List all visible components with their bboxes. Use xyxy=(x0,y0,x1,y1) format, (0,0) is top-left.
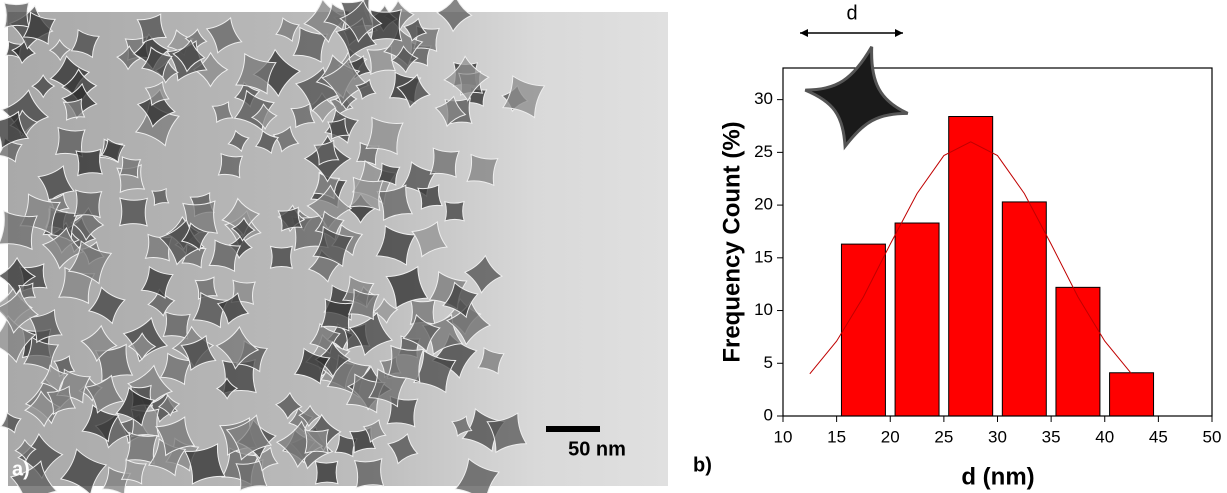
plot: 10 15 20 25 30 35 40 45 50 0 5 10 15 20 25 30 xyxy=(754,68,1221,446)
y-tick-label: 30 xyxy=(754,89,773,108)
scale-bar-label: 50 nm xyxy=(568,438,626,460)
bar xyxy=(1002,202,1046,416)
tem-image xyxy=(0,0,668,493)
bar xyxy=(841,244,885,416)
y-tick-label: 25 xyxy=(754,142,773,161)
bar xyxy=(949,117,993,416)
y-tick-label: 15 xyxy=(754,247,773,266)
x-tick-label: 25 xyxy=(934,427,953,446)
panel-label: b) xyxy=(693,454,712,476)
x-tick-label: 15 xyxy=(827,427,846,446)
inset-particle xyxy=(794,33,922,160)
bar xyxy=(895,223,939,416)
bar xyxy=(1110,373,1154,416)
scale-bar xyxy=(546,426,600,432)
x-tick-label: 10 xyxy=(774,427,793,446)
panel-label: a) xyxy=(12,458,30,480)
inset-label: d xyxy=(846,2,857,24)
y-tick-label: 20 xyxy=(754,195,773,214)
y-axis-label: Frequency Count (%) xyxy=(718,121,745,362)
x-tick-label: 35 xyxy=(1042,427,1061,446)
bar xyxy=(1056,287,1100,416)
y-tick-label: 5 xyxy=(764,353,773,372)
y-tick-label: 10 xyxy=(754,300,773,319)
figure: 50 nm a) b) 10 15 20 25 30 35 40 45 50 0 5 10 15 20 25… xyxy=(0,0,1227,493)
x-tick-label: 40 xyxy=(1095,427,1114,446)
x-tick-label: 30 xyxy=(988,427,1007,446)
x-axis-label: d (nm) xyxy=(961,463,1034,490)
y-tick-label: 0 xyxy=(764,405,773,424)
x-tick-label: 50 xyxy=(1203,427,1222,446)
page: {"panel_a": {"label": "a)", "scale_bar":… xyxy=(0,0,1227,493)
x-tick-label: 20 xyxy=(881,427,900,446)
x-tick-label: 45 xyxy=(1149,427,1168,446)
